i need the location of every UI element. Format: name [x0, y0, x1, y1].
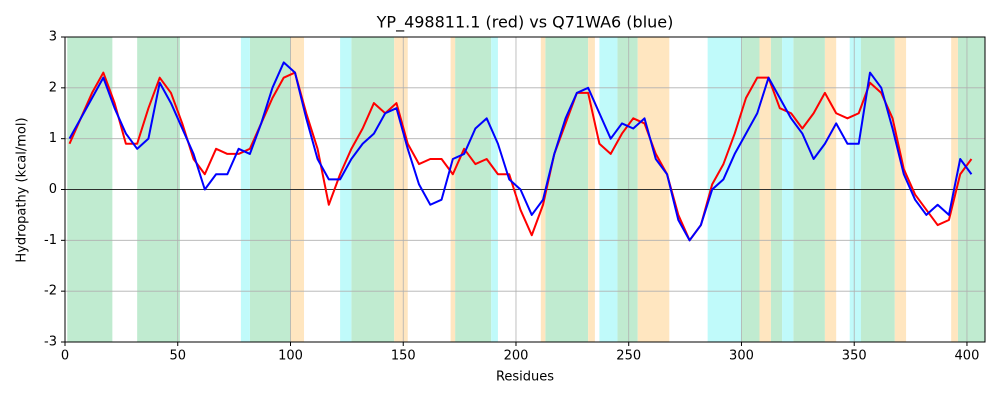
x-tick-label: 50	[169, 349, 186, 364]
y-tick-label: -2	[44, 284, 57, 299]
x-tick-label: 300	[729, 349, 754, 364]
y-tick-label: -3	[44, 335, 57, 350]
y-tick-label: 1	[49, 131, 57, 146]
x-tick-label: 150	[391, 349, 416, 364]
x-tick-label: 350	[842, 349, 867, 364]
data-line	[68, 71, 973, 242]
y-tick-label: -1	[44, 233, 57, 248]
x-axis-label: Residues	[496, 370, 554, 385]
y-tick-label: 2	[49, 80, 57, 95]
x-tick-label: 400	[955, 349, 980, 364]
y-axis-label: Hydropathy (kcal/mol)	[15, 117, 30, 262]
x-tick-label: 200	[504, 349, 529, 364]
y-tick-label: 0	[49, 182, 57, 197]
x-tick-label: 250	[616, 349, 641, 364]
y-tick-label: 3	[49, 30, 57, 45]
x-tick-label: 0	[61, 349, 69, 364]
data-line	[68, 61, 973, 242]
chart-title: YP_498811.1 (red) vs Q71WA6 (blue)	[376, 13, 674, 33]
x-tick-label: 100	[278, 349, 303, 364]
plot-frame	[64, 36, 986, 343]
